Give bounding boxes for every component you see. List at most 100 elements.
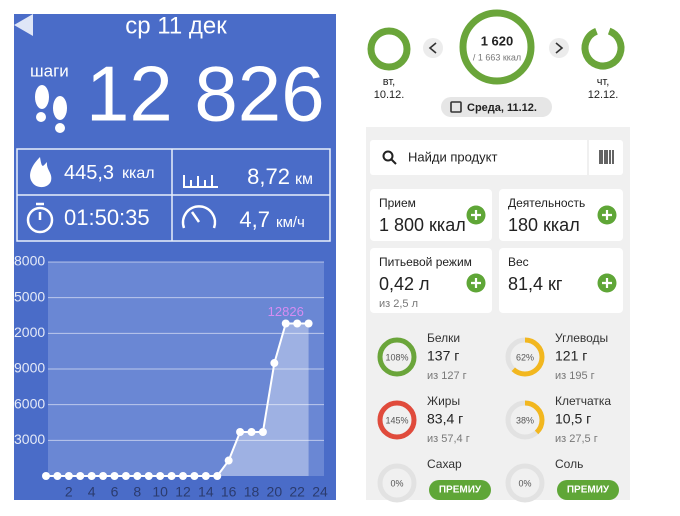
next-day-ring[interactable] xyxy=(580,25,626,71)
nutrient-goal: из 195 г xyxy=(555,370,595,382)
x-tick-label: 8 xyxy=(133,484,141,500)
cards: Прием 1 800 ккал Деятельность 180 ккал Питье… xyxy=(370,189,623,313)
y-tick-label: 5000 xyxy=(14,288,45,304)
date-pill[interactable] xyxy=(441,97,552,117)
day-ring xyxy=(459,9,535,85)
calories-goal: / 1 663 ккал xyxy=(473,52,521,62)
card[interactable] xyxy=(499,248,623,313)
footprints-icon xyxy=(35,85,67,133)
nutrient-name: Клетчатка xyxy=(555,394,611,408)
y-tick-label: 3000 xyxy=(14,431,45,447)
back-button[interactable] xyxy=(14,14,33,36)
search-box[interactable] xyxy=(370,140,623,175)
ring-progress xyxy=(377,337,417,377)
search-icon xyxy=(382,150,394,162)
nutrient-name: Сахар xyxy=(427,457,462,471)
ring-bg xyxy=(377,463,417,503)
current-date: Среда, 11.12. xyxy=(467,102,537,114)
card[interactable] xyxy=(499,189,623,241)
add-icon xyxy=(471,210,481,220)
premium-label: ПРЕМИУ xyxy=(439,485,482,496)
calendar-icon xyxy=(450,101,462,113)
premium-badge[interactable] xyxy=(557,480,619,500)
nutrient-name: Жиры xyxy=(427,394,460,408)
card[interactable] xyxy=(370,189,492,241)
x-tick-label: 16 xyxy=(221,484,237,500)
point xyxy=(99,472,108,480)
barcode-icon[interactable] xyxy=(599,150,614,164)
point xyxy=(87,472,96,480)
prev-day-ring[interactable] xyxy=(367,27,411,71)
stopwatch-icon xyxy=(26,202,54,234)
ring-bg xyxy=(505,463,545,503)
nutrient-name: Соль xyxy=(555,457,583,471)
point xyxy=(167,472,176,480)
ring-label: 145% xyxy=(385,415,408,425)
point xyxy=(64,472,73,480)
next-date: 12.12. xyxy=(588,89,619,101)
area-fill xyxy=(46,323,309,476)
card-title: Деятельность xyxy=(508,196,585,210)
ring-label: 38% xyxy=(516,415,534,425)
x-tick-label: 22 xyxy=(289,484,305,500)
ring-progress xyxy=(377,400,417,440)
point xyxy=(236,428,245,437)
point xyxy=(270,359,279,368)
add-icon xyxy=(602,210,612,220)
prev-button[interactable] xyxy=(423,38,443,58)
x-tick-label: 24 xyxy=(312,484,328,500)
ring-label: 0% xyxy=(518,478,531,488)
nutrient-amount: 121 г xyxy=(555,348,587,364)
speed-unit: км/ч xyxy=(276,214,305,231)
x-tick-label: 18 xyxy=(244,484,260,500)
flame-icon xyxy=(30,157,52,188)
nutrient-amount: 137 г xyxy=(427,348,459,364)
speedometer-icon xyxy=(181,205,217,229)
point xyxy=(213,472,222,480)
ring-label: 62% xyxy=(516,352,534,362)
point xyxy=(190,472,199,480)
premium-label: ПРЕМИУ xyxy=(567,485,610,496)
x-tick-label: 12 xyxy=(175,484,191,500)
ring-label: 0% xyxy=(390,478,403,488)
duration: 01:50:35 xyxy=(64,205,150,230)
next-button[interactable] xyxy=(549,38,569,58)
card[interactable] xyxy=(370,248,492,313)
distance: 8,72 xyxy=(247,164,290,189)
point xyxy=(293,319,302,328)
prev-date: 10.12. xyxy=(374,89,405,101)
ring-progress xyxy=(505,337,545,377)
point xyxy=(156,472,165,480)
steps-count: 12 826 xyxy=(86,50,325,138)
calories: 445,3 ккал xyxy=(64,162,155,184)
ring-progress xyxy=(505,400,545,440)
point xyxy=(224,456,233,465)
prev-day: вт, xyxy=(383,76,395,88)
point xyxy=(247,428,256,437)
point xyxy=(76,472,85,480)
card-title: Питьевой режим xyxy=(379,255,472,269)
card-title: Вес xyxy=(508,255,529,269)
x-tick-label: 6 xyxy=(111,484,119,500)
card-title: Прием xyxy=(379,196,416,210)
point xyxy=(258,428,267,437)
y-tick-label: 2000 xyxy=(14,324,45,340)
ruler-icon xyxy=(183,175,218,188)
card-value: 81,4 кг xyxy=(508,274,563,294)
card-value: 0,42 л xyxy=(379,274,430,294)
y-tick-label: 6000 xyxy=(14,395,45,411)
x-tick-label: 2 xyxy=(65,484,73,500)
premium-badge[interactable] xyxy=(429,480,491,500)
x-tick-label: 20 xyxy=(267,484,283,500)
prev-arrow xyxy=(428,42,437,54)
y-tick-label: 8000 xyxy=(14,253,45,269)
point xyxy=(121,472,130,480)
point xyxy=(53,472,62,480)
x-tick-label: 14 xyxy=(198,484,214,500)
point xyxy=(133,472,142,480)
nutrients: 108% Белки 137 г из 127 г 62% Углеводы 121 г из… xyxy=(377,331,619,503)
data-label: 12826 xyxy=(268,304,304,319)
